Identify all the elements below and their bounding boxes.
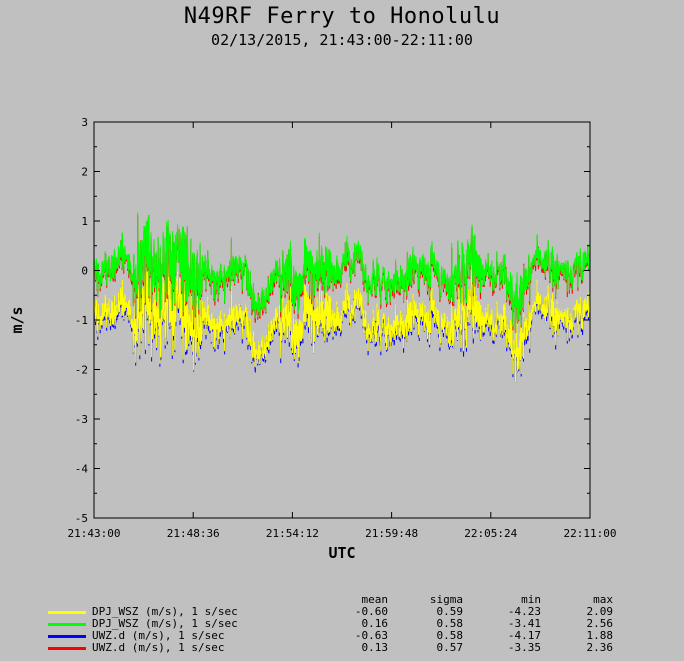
legend-row: DPJ_WSZ (m/s), 1 s/sec -0.60 0.59 -4.23 2.09	[48, 606, 613, 618]
stats-header-sigma: sigma	[429, 593, 463, 606]
y-tick-label: 3	[81, 116, 88, 129]
legend-sigma-value: 0.58	[436, 629, 464, 642]
legend-series-name: DPJ_WSZ (m/s), 1 s/sec	[48, 606, 330, 618]
legend-row: DPJ_WSZ (m/s), 1 s/sec 0.16 0.58 -3.41 2.56	[48, 618, 613, 630]
stats-legend: mean sigma min max DPJ_WSZ (m/s), 1 s/se…	[48, 594, 613, 654]
legend-sigma-value: 0.58	[436, 617, 464, 630]
legend-mean-value: -0.60	[354, 605, 388, 618]
legend-sigma-value: 0.59	[436, 605, 464, 618]
legend-row: UWZ.d (m/s), 1 s/sec -0.63 0.58 -4.17 1.88	[48, 630, 613, 642]
y-tick-label: 0	[81, 265, 88, 278]
y-tick-label: -5	[75, 512, 88, 525]
legend-swatch	[48, 646, 86, 650]
legend-max-value: 2.36	[586, 641, 614, 654]
legend-min-value: -3.41	[507, 617, 541, 630]
series-layer	[93, 212, 591, 383]
y-tick-label: 2	[81, 166, 88, 179]
series-line-0	[93, 259, 591, 383]
stats-header-min: min	[521, 593, 541, 606]
legend-label: DPJ_WSZ (m/s), 1 s/sec	[92, 605, 238, 618]
ticks-layer: 21:43:00 21:48:36 21:54:12 21:59:48 22:05:24…	[68, 116, 617, 540]
legend-max-value: 1.88	[586, 629, 614, 642]
x-tick-label: 21:43:00	[68, 527, 121, 540]
stats-header-row: mean sigma min max	[48, 593, 614, 606]
x-tick-label: 22:11:00	[564, 527, 617, 540]
legend-max-value: 2.56	[586, 617, 614, 630]
x-axis-title: UTC	[328, 544, 355, 562]
legend-swatch	[48, 622, 86, 626]
legend-mean-value: -0.63	[354, 629, 388, 642]
legend-swatch	[48, 610, 86, 614]
y-tick-label: -2	[75, 364, 88, 377]
legend-label: UWZ.d (m/s), 1 s/sec	[92, 629, 225, 642]
legend-min-value: -4.23	[507, 605, 541, 618]
legend-series-name: DPJ_WSZ (m/s), 1 s/sec	[48, 618, 330, 630]
legend-min-value: -3.35	[507, 641, 541, 654]
chart-title: N49RF Ferry to Honolulu	[183, 4, 501, 29]
x-tick-label: 22:05:24	[464, 527, 517, 540]
x-tick-label: 21:54:12	[266, 527, 319, 540]
legend-min-value: -4.17	[507, 629, 541, 642]
legend-row: UWZ.d (m/s), 1 s/sec 0.13 0.57 -3.35 2.36	[48, 642, 613, 654]
legend-mean-value: 0.13	[361, 641, 389, 654]
chart-subtitle: 02/13/2015, 21:43:00-22:11:00	[211, 31, 473, 49]
y-tick-label: -4	[75, 463, 89, 476]
legend-series-name: UWZ.d (m/s), 1 s/sec	[48, 642, 330, 654]
y-tick-label: -3	[75, 413, 88, 426]
x-tick-label: 21:59:48	[365, 527, 418, 540]
legend-series-name: UWZ.d (m/s), 1 s/sec	[48, 630, 330, 642]
stats-header-mean: mean	[361, 593, 389, 606]
series-line-1	[93, 212, 591, 334]
legend-label: UWZ.d (m/s), 1 s/sec	[92, 641, 225, 654]
x-tick-label: 21:48:36	[167, 527, 220, 540]
legend-mean-value: 0.16	[361, 617, 389, 630]
y-tick-label: 1	[81, 215, 88, 228]
y-axis-title: m/s	[8, 306, 26, 333]
legend-label: DPJ_WSZ (m/s), 1 s/sec	[92, 617, 238, 630]
legend-swatch	[48, 634, 86, 638]
stats-header-max: max	[593, 593, 613, 606]
y-tick-label: -1	[75, 314, 88, 327]
legend-sigma-value: 0.57	[436, 641, 464, 654]
legend-max-value: 2.09	[586, 605, 614, 618]
